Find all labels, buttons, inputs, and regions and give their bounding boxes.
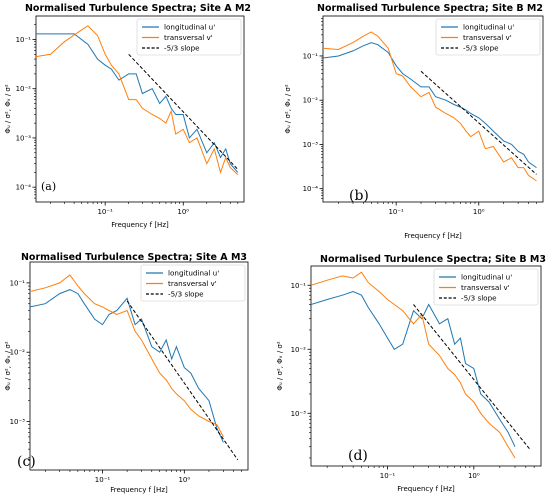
- x-tick-label: 10⁰: [473, 208, 485, 216]
- y-tick-label: 10⁻²: [303, 97, 319, 105]
- plot-frame: [310, 265, 542, 467]
- y-tick-label: 10⁻⁴: [16, 184, 32, 192]
- y-tick-label: 10⁻¹: [16, 36, 32, 44]
- series-line-longitudinal: [311, 290, 516, 447]
- legend-entry-label: -5/3 slope: [168, 290, 204, 299]
- y-tick-label: 10⁻³: [291, 410, 307, 418]
- legend-entry-label: longitudinal u': [168, 269, 219, 278]
- chart-panel-4: 10⁻¹ 10⁰ 10⁻³ 10⁻² 10⁻¹ Normalised Turbulence…: [276, 254, 546, 493]
- x-tick-label: 10⁻¹: [95, 476, 111, 484]
- legend-entry-label: transversal v': [168, 279, 217, 288]
- y-axis-label: Φᵤ / σ², Φᵥ / σ²: [276, 341, 284, 391]
- series-line-slope: [413, 304, 531, 451]
- plot-frame: [322, 15, 544, 203]
- y-tick-label: 10⁻³: [10, 418, 26, 426]
- y-tick-label: 10⁻³: [303, 141, 319, 149]
- y-axis-label: Φᵤ / σ², Φᵥ / σ²: [4, 341, 12, 391]
- panel-label: (a): [41, 180, 56, 193]
- chart-panel-3: 10⁻¹ 10⁰ 10⁻³ 10⁻² 10⁻¹ Normalised Turbulence…: [4, 252, 249, 494]
- y-tick-label: 10⁻²: [291, 346, 307, 354]
- y-tick-label: 10⁻²: [10, 349, 26, 357]
- legend: longitudinal u'transversal v' -5/3 slope: [433, 268, 539, 306]
- x-axis-label: Frequency f [Hz]: [111, 221, 169, 229]
- legend-box: [140, 264, 246, 302]
- legend-entry-label: -5/3 slope: [164, 44, 200, 53]
- y-tick-label: 10⁻¹: [303, 52, 319, 60]
- series-line-slope: [420, 70, 537, 175]
- chart-panel-1: 10⁻¹ 10⁰ 10⁻⁴ 10⁻³ 10⁻² 10⁻¹ Normalised Turbul…: [4, 3, 251, 229]
- x-axis-label: Frequency f [Hz]: [110, 486, 168, 494]
- chart-title: Normalised Turbulence Spectra; Site B M2: [317, 3, 543, 14]
- x-tick-label: 10⁰: [178, 476, 190, 484]
- x-tick-label: 10⁻¹: [380, 472, 396, 480]
- x-tick-label: 10⁰: [177, 208, 189, 216]
- x-tick-label: 10⁰: [468, 472, 480, 480]
- plot-frame: [29, 261, 249, 471]
- x-tick-label: 10⁻¹: [97, 208, 113, 216]
- plot-frame: [35, 15, 245, 203]
- legend: longitudinal u'transversal v' -5/3 slope: [435, 18, 541, 56]
- x-tick-label: 10⁻¹: [388, 208, 404, 216]
- legend-entry-label: -5/3 slope: [463, 44, 499, 53]
- x-axis-label: Frequency f [Hz]: [404, 232, 462, 240]
- y-tick-label: 10⁻³: [16, 134, 32, 142]
- y-tick-label: 10⁻⁴: [303, 185, 319, 193]
- chart-title: Normalised Turbulence Spectra; Site B M3: [320, 254, 546, 265]
- y-axis-label: Φᵤ / σ², Φᵥ / σ²: [284, 84, 292, 134]
- legend-entry-label: transversal v': [463, 33, 512, 42]
- legend-entry-label: longitudinal u': [461, 273, 512, 282]
- panel-label: (c): [17, 454, 36, 470]
- y-tick-label: 10⁻²: [16, 85, 32, 93]
- legend-entry-label: longitudinal u': [164, 23, 215, 32]
- legend-box: [136, 18, 242, 56]
- series-line-transversal: [323, 31, 537, 182]
- series-line-longitudinal: [323, 42, 537, 169]
- legend-entry-label: -5/3 slope: [461, 294, 497, 303]
- series-line-transversal: [311, 271, 516, 459]
- legend-box: [433, 268, 539, 306]
- panel-label: (b): [349, 188, 369, 204]
- panel-label: (d): [348, 448, 368, 464]
- x-axis-label: Frequency f [Hz]: [397, 485, 455, 493]
- y-tick-label: 10⁻¹: [291, 282, 307, 290]
- legend-entry-label: transversal v': [164, 33, 213, 42]
- series-line-transversal: [36, 25, 239, 175]
- series-line-transversal: [30, 274, 224, 438]
- y-axis-label: Φᵤ / σ², Φᵥ / σ²: [4, 84, 12, 134]
- series-line-longitudinal: [36, 33, 239, 173]
- legend-entry-label: transversal v': [461, 283, 510, 292]
- legend-box: [435, 18, 541, 56]
- chart-panel-2: 10⁻¹ 10⁰ 10⁻⁴ 10⁻³ 10⁻² 10⁻¹ Normalised Turbul…: [284, 3, 544, 240]
- legend-entry-label: longitudinal u': [463, 23, 514, 32]
- chart-title: Normalised Turbulence Spectra; Site A M2: [25, 3, 251, 14]
- legend: longitudinal u'transversal v' -5/3 slope: [136, 18, 242, 56]
- y-tick-label: 10⁻¹: [10, 279, 26, 287]
- legend: longitudinal u'transversal v' -5/3 slope: [140, 264, 246, 302]
- series-line-longitudinal: [30, 289, 224, 443]
- series-line-slope: [126, 300, 239, 461]
- chart-title: Normalised Turbulence Spectra; Site A M3: [21, 252, 247, 263]
- series-line-slope: [128, 53, 239, 170]
